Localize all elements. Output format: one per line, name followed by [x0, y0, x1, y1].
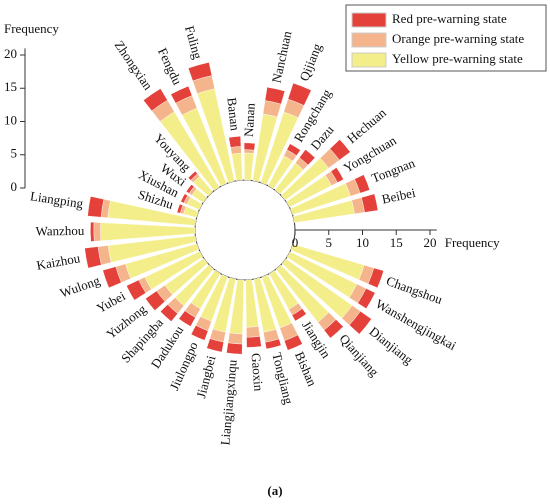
bar-segment — [284, 334, 303, 351]
legend-swatch — [351, 52, 387, 68]
legend-label: Yellow pre-warning state — [392, 51, 523, 66]
bar-segment — [188, 62, 213, 82]
y-axis-title: Frequency — [4, 21, 59, 36]
legend-label: Red pre-warning state — [392, 11, 507, 26]
bar-segment — [227, 332, 243, 345]
category-label: Fengdu — [155, 45, 185, 87]
bar-segment — [287, 82, 312, 106]
category-label: Gaoxin — [249, 352, 267, 392]
bar-segment — [228, 136, 242, 148]
category-label: Tongliang — [269, 351, 296, 406]
legend: Red pre-warning state Orange pre-warning … — [345, 4, 547, 72]
bar-segment — [243, 142, 256, 151]
bar-segment — [145, 290, 166, 311]
legend-swatch — [351, 32, 387, 48]
bar-segment — [170, 85, 193, 104]
category-label: Tongnan — [369, 155, 417, 186]
bar-segment — [84, 246, 102, 269]
bar-segment — [244, 152, 255, 181]
y-tick-label: 20 — [4, 46, 17, 61]
category-label: Nanchuan — [269, 29, 295, 84]
legend-swatch — [351, 12, 387, 28]
bar-segment — [90, 221, 95, 242]
bar-segment — [264, 86, 286, 105]
bar-segment — [102, 266, 122, 289]
bar-segment — [329, 139, 351, 161]
bar-segment — [361, 193, 379, 213]
bar-segment — [323, 319, 344, 339]
bar-segment — [357, 288, 376, 309]
bar-segment — [246, 326, 261, 338]
legend-label: Orange pre-warning state — [392, 31, 524, 46]
bar-segment — [185, 184, 195, 194]
bar-segment — [190, 325, 209, 341]
bar-segment — [299, 149, 316, 166]
y-tick-label: 10 — [4, 112, 17, 127]
bar-segment — [243, 149, 255, 154]
category-label: Zhongxian — [112, 38, 157, 93]
category-label: Kaizhou — [35, 250, 81, 273]
x-tick-label: 20 — [424, 235, 437, 250]
bar-segment — [354, 174, 371, 194]
bar-segment — [126, 279, 147, 301]
caption: (a) — [267, 483, 282, 498]
bar-segment — [367, 267, 384, 289]
x-tick-label: 0 — [292, 235, 299, 250]
x-tick-label: 10 — [356, 235, 369, 250]
x-tick-label: 15 — [390, 235, 403, 250]
category-label: Liangping — [29, 188, 85, 211]
category-label: Banan — [224, 97, 243, 132]
bar-segment — [286, 143, 301, 156]
bar-segment — [230, 146, 242, 155]
inner-circle — [194, 179, 296, 281]
category-label: Fuling — [182, 24, 206, 61]
y-tick-label: 15 — [4, 79, 17, 94]
category-label: Wulong — [58, 273, 102, 301]
category-label: Qijiang — [296, 41, 325, 83]
bar-segment — [87, 196, 105, 218]
x-axis-title: Frequency — [445, 235, 500, 250]
bar-segment — [330, 167, 344, 183]
bar-segment — [93, 222, 102, 242]
bar-segment — [188, 170, 198, 181]
category-label: Bishan — [292, 349, 320, 389]
bar-segment — [176, 203, 184, 214]
bar-segment — [246, 336, 262, 348]
category-label: Yubei — [94, 288, 128, 316]
bar-segment — [178, 310, 196, 327]
bar-segment — [291, 308, 307, 322]
bar-segment — [160, 304, 178, 322]
category-label: Beibei — [380, 185, 417, 207]
category-label: Wanzhou — [36, 223, 85, 239]
y-tick-label: 5 — [11, 146, 18, 161]
bar-segment — [226, 342, 243, 355]
bar-segment — [264, 338, 282, 350]
bar-segment — [206, 338, 224, 353]
x-tick-label: 5 — [326, 235, 333, 250]
category-label: Liangjiangxinqu — [217, 358, 239, 445]
category-label: Nanan — [241, 102, 258, 137]
category-label: Jiangbei — [193, 354, 218, 400]
bar-segment — [180, 193, 188, 204]
bar-segment — [349, 310, 372, 335]
y-tick-label: 0 — [11, 179, 18, 194]
bar-segment — [143, 88, 168, 112]
